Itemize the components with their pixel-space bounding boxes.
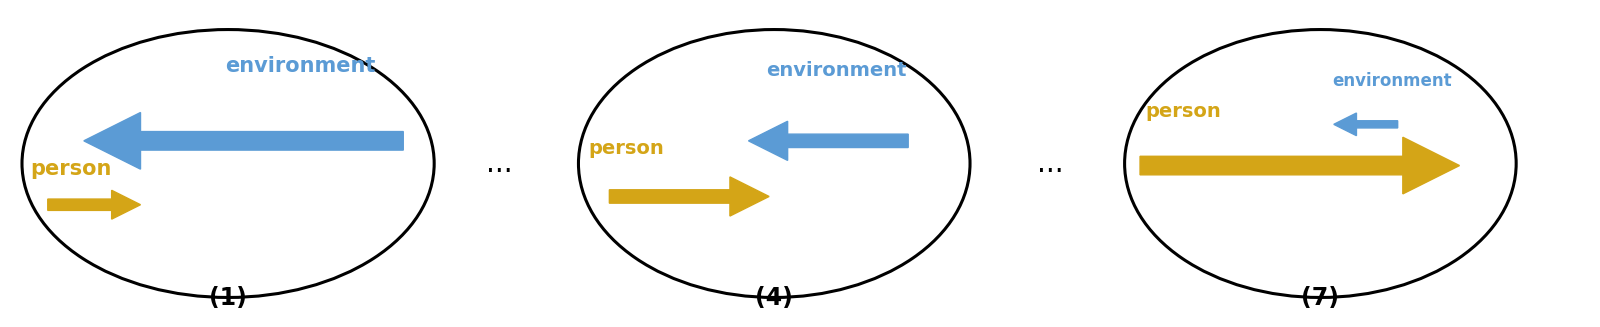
Text: (1): (1) <box>210 286 246 310</box>
Text: environment: environment <box>1333 72 1453 90</box>
Text: environment: environment <box>766 61 906 80</box>
FancyArrow shape <box>1334 113 1398 136</box>
Text: person: person <box>589 139 664 158</box>
Text: (4): (4) <box>755 286 794 310</box>
FancyArrow shape <box>83 112 403 169</box>
Text: ...: ... <box>486 149 512 178</box>
FancyArrow shape <box>1141 137 1459 194</box>
Text: person: person <box>1146 102 1221 121</box>
Text: environment: environment <box>226 56 376 76</box>
FancyArrow shape <box>749 121 909 161</box>
FancyArrow shape <box>610 177 770 216</box>
Text: (7): (7) <box>1301 286 1339 310</box>
FancyArrow shape <box>48 190 141 219</box>
Text: person: person <box>30 159 112 179</box>
Text: ...: ... <box>1037 149 1064 178</box>
